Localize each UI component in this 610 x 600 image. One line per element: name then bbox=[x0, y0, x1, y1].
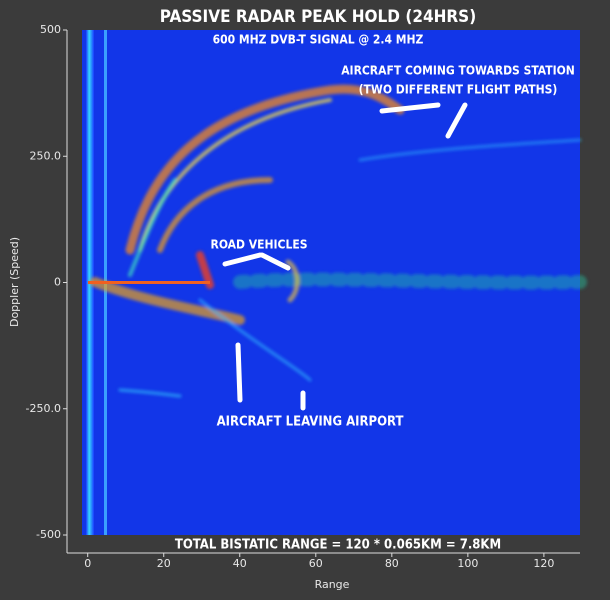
x-tick-label: 0 bbox=[84, 557, 91, 570]
x-axis-label: Range bbox=[315, 578, 350, 591]
x-tick-label: 80 bbox=[385, 557, 399, 570]
axes bbox=[66, 30, 580, 554]
x-tick-label: 60 bbox=[309, 557, 323, 570]
y-tick-label: 250.0 bbox=[30, 149, 62, 162]
y-tick-label: -250.0 bbox=[26, 402, 61, 415]
annotation: TOTAL BISTATIC RANGE = 120 * 0.065KM = 7… bbox=[175, 538, 501, 553]
y-tick-label: 500 bbox=[40, 23, 61, 36]
annotation: ROAD VEHICLES bbox=[211, 238, 308, 252]
x-tick-label: 100 bbox=[457, 557, 478, 570]
chart-subtitle: 600 MHZ DVB-T SIGNAL @ 2.4 MHZ bbox=[213, 33, 424, 47]
arrows bbox=[222, 102, 468, 411]
x-tick-label: 120 bbox=[533, 557, 554, 570]
x-tick-label: 20 bbox=[157, 557, 171, 570]
x-tick-label: 40 bbox=[233, 557, 247, 570]
y-axis-label: Doppler (Speed) bbox=[8, 237, 21, 327]
chart-title: PASSIVE RADAR PEAK HOLD (24HRS) bbox=[160, 7, 476, 27]
y-tick-label: 0 bbox=[54, 276, 61, 289]
zero-doppler-line bbox=[88, 281, 210, 284]
annotation: (TWO DIFFERENT FLIGHT PATHS) bbox=[359, 83, 558, 97]
annotation: AIRCRAFT LEAVING AIRPORT bbox=[217, 415, 404, 430]
annotation: AIRCRAFT COMING TOWARDS STATION bbox=[341, 64, 575, 78]
heatmap bbox=[82, 30, 587, 535]
echo-traces bbox=[90, 84, 587, 398]
y-tick-label: -500 bbox=[36, 528, 61, 541]
